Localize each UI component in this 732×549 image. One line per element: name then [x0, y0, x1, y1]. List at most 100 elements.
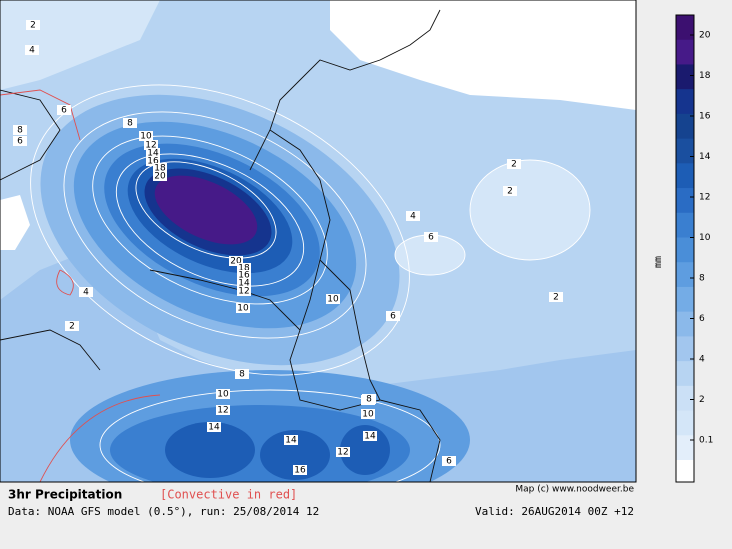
dry-area — [330, 0, 636, 110]
colorbar-swatch — [676, 188, 694, 214]
contour-label-box — [237, 270, 251, 280]
colorbar-swatch — [676, 361, 694, 387]
contour-label-text: 18 — [154, 164, 166, 174]
colorbar-label: 8 — [699, 274, 705, 284]
contour-label: 4 — [79, 287, 93, 298]
contour-label: 10 — [236, 303, 250, 314]
contour-label-box — [57, 105, 71, 115]
contour-label: 8 — [362, 394, 376, 405]
contour-label: 14 — [284, 435, 298, 446]
contour-label-text: 12 — [217, 406, 228, 416]
colorbar-label: 18 — [699, 71, 711, 81]
colorbar-label: 2 — [699, 395, 705, 405]
contour-label-box — [363, 431, 377, 441]
contour-label: 4 — [406, 211, 420, 222]
contour-label-text: 2 — [69, 322, 75, 332]
colorbar-frame — [675, 14, 695, 483]
contour-label-box — [336, 447, 350, 457]
contour-label: 16 — [146, 156, 160, 167]
contour-label: 2 — [26, 20, 40, 31]
contour-label-box — [65, 321, 79, 331]
contour-label-box — [237, 263, 251, 273]
contour-label: 6 — [13, 136, 27, 147]
dry-area — [0, 195, 30, 250]
contour-label: 8 — [13, 125, 27, 136]
contour-label-box — [216, 389, 230, 399]
contour-label-text: 2 — [507, 187, 513, 197]
band — [340, 425, 390, 475]
contour-label-text: 18 — [238, 264, 250, 274]
contour-label-text: 6 — [390, 312, 396, 322]
contour-label-box — [236, 303, 250, 313]
contour-label-text: 14 — [238, 279, 250, 289]
contour-label-text: 4 — [29, 46, 35, 56]
contour-label-text: 14 — [208, 423, 220, 433]
map — [0, 0, 636, 482]
colorbar-swatch — [676, 113, 694, 140]
contour-label: 6 — [424, 232, 438, 243]
contour-label-box — [549, 292, 563, 302]
contour-label-text: 10 — [237, 304, 249, 314]
contour-label-text: 8 — [127, 119, 133, 129]
contour-label-box — [13, 136, 27, 146]
colorbar-label: 4 — [699, 355, 705, 365]
convective-note: [Convective in red] — [160, 488, 297, 502]
contour-label-box — [237, 286, 251, 296]
contour-label-text: 20 — [154, 172, 166, 182]
contour-label-text: 14 — [364, 432, 376, 442]
contour-label-box — [25, 45, 39, 55]
borders — [0, 9, 441, 482]
contour-label: 20 — [153, 171, 167, 182]
contour-label: 6 — [57, 105, 71, 116]
contour-label-box — [235, 369, 249, 379]
contour-label-box — [144, 140, 158, 150]
contour-label-box — [326, 294, 340, 304]
contour-label-box — [284, 435, 298, 445]
contour-label-box — [362, 394, 376, 404]
map-frame — [0, 0, 637, 483]
colorbar — [675, 14, 695, 483]
contour-label: 14 — [363, 431, 377, 442]
convective — [0, 89, 161, 482]
colorbar-swatch — [676, 286, 694, 313]
contour-label-text: 8 — [17, 126, 23, 136]
colorbar-swatch — [676, 64, 694, 90]
colorbar-label: 14 — [699, 152, 711, 162]
contour-label: 10 — [361, 409, 375, 420]
contour-label-box — [386, 311, 400, 321]
legend-unit: mm — [653, 256, 664, 268]
contour-label-text: 12 — [337, 448, 348, 458]
contour-label-text: 10 — [362, 410, 374, 420]
contour-label-text: 12 — [145, 141, 156, 151]
colorbar-swatch — [676, 311, 694, 337]
contour-label: 2 — [65, 321, 79, 332]
colorbar-swatch — [676, 15, 694, 41]
contour-label: 12 — [144, 140, 158, 151]
contour-label: 18 — [237, 263, 251, 274]
contour-label: 6 — [386, 311, 400, 322]
contour-label-text: 6 — [17, 137, 23, 147]
colorbar-label: 0.1 — [699, 436, 713, 446]
contour-label: 4 — [25, 45, 39, 56]
contour-label: 18 — [153, 163, 167, 174]
colorbar-swatch — [676, 262, 694, 288]
contour-label-text: 12 — [238, 287, 249, 297]
colorbar-swatch — [676, 336, 694, 362]
colorbar-swatch — [676, 237, 694, 263]
contour-label: 14 — [207, 422, 221, 433]
contour-label: 8 — [235, 369, 249, 380]
valid-time: Valid: 26AUG2014 00Z +12 — [475, 505, 634, 518]
contour-label: 6 — [442, 456, 456, 467]
contour-label-text: 10 — [217, 390, 229, 400]
title: 3hr Precipitation — [8, 488, 122, 502]
contour-label-box — [237, 278, 251, 288]
band — [395, 235, 465, 275]
colorbar-swatch — [676, 385, 694, 412]
colorbar-swatch — [676, 460, 694, 482]
contour-label-box — [146, 156, 160, 166]
contour-label-text: 10 — [140, 132, 152, 142]
colorbar-swatch — [676, 410, 694, 436]
contour-label-box — [293, 465, 307, 475]
contours — [30, 84, 591, 482]
